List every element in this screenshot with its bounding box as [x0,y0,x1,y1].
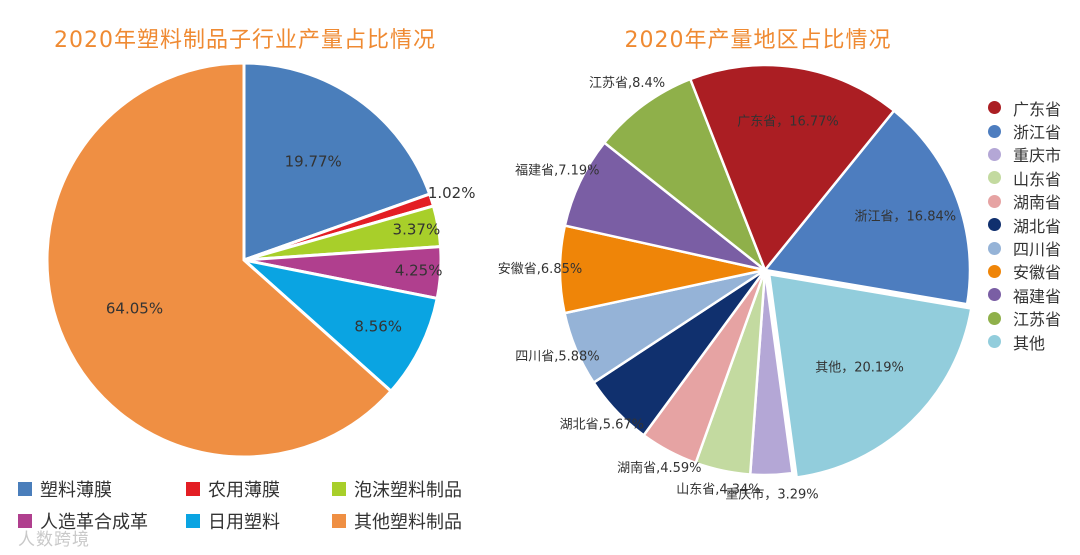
right-legend-swatch [988,218,1001,232]
right-pie-label-6: 四川省,5.88% [515,349,599,364]
right-legend-swatch [988,288,1001,302]
right-legend-label: 其他 [1013,333,1046,353]
right-chart-legend: 广东省浙江省重庆市山东省湖南省湖北省四川省安徽省福建省江苏省其他 [988,96,1061,353]
right-pie-slice-1 [767,272,973,479]
right-legend-label: 山东省 [1013,169,1062,189]
right-legend-swatch [988,335,1001,349]
left-pie-label-3: 4.25% [395,262,443,280]
left-legend-label: 泡沫塑料制品 [354,480,462,501]
right-pie-label-8: 福建省,7.19% [515,164,599,179]
right-legend-swatch [988,264,1001,278]
right-pie-slice-10 [688,63,896,273]
left-pie-slice-4 [238,257,439,394]
left-pie-label-5: 64.05% [106,300,163,318]
left-legend-label: 日用塑料 [208,512,280,533]
left-legend-label: 人造革合成革 [40,512,148,533]
right-legend-item-8: 福建省 [988,283,1061,306]
left-pie-label-1: 1.02% [428,184,476,202]
right-pie-label-10: 广东省，16.77% [737,114,839,129]
right-legend-label: 湖南省 [1013,193,1062,213]
right-legend-item-10: 其他 [988,330,1061,353]
left-pie-label-2: 3.37% [393,220,441,238]
left-legend-item-2: 泡沫塑料制品 [332,476,462,502]
watermark: 人数跨境 [18,530,90,550]
left-legend-label: 农用薄膜 [208,480,280,501]
right-pie-label-9: 江苏省,8.4% [589,75,665,91]
right-pie-label-0: 浙江省，16.84% [855,210,957,225]
right-legend-item-9: 江苏省 [988,307,1061,330]
right-chart-title: 2020年产量地区占比情况 [624,28,892,53]
right-pie-label-5: 湖北省,5.67% [560,417,644,432]
right-legend-item-1: 浙江省 [988,119,1061,142]
left-legend-swatch [332,514,346,528]
right-legend-swatch [988,241,1001,255]
right-legend-item-4: 湖南省 [988,190,1061,213]
right-legend-label: 江苏省 [1013,310,1062,330]
right-pie-label-4: 湖南省,4.59% [617,460,701,476]
left-legend-item-0: 塑料薄膜 [18,476,112,502]
right-pie-label-1: 其他，20.19% [815,360,904,375]
left-legend-item-1: 农用薄膜 [186,476,280,502]
right-legend-swatch [988,171,1001,185]
right-pie-slice-0 [762,108,972,306]
right-pie-label-2: 重庆市，3.29% [725,486,818,502]
left-pie-slice-5 [45,61,394,459]
right-legend-item-2: 重庆市 [988,143,1061,166]
right-pie-label-3: 山东省,4.34% [676,483,760,498]
left-legend-swatch [186,482,200,496]
left-legend-label: 其他塑料制品 [354,512,462,533]
left-pie-label-4: 8.56% [354,317,402,335]
right-legend-label: 福建省 [1013,286,1062,306]
right-legend-label: 四川省 [1013,240,1062,260]
left-pie-label-0: 19.77% [285,152,342,170]
right-legend-swatch [988,311,1001,325]
left-legend-swatch [18,482,32,496]
right-legend-swatch [988,124,1001,138]
left-legend-item-3: 人造革合成革 [18,508,148,534]
right-legend-swatch [988,147,1001,161]
left-legend-label: 塑料薄膜 [40,480,112,501]
right-legend-label: 广东省 [1013,99,1062,119]
right-legend-item-6: 四川省 [988,236,1061,259]
left-pie-slice-0 [242,61,432,263]
right-legend-item-3: 山东省 [988,166,1061,189]
right-legend-label: 安徽省 [1013,263,1062,283]
right-legend-item-0: 广东省 [988,96,1061,119]
left-legend-swatch [332,482,346,496]
right-legend-swatch [988,101,1001,115]
right-legend-label: 浙江省 [1013,123,1062,143]
left-chart-title: 2020年塑料制品子行业产量占比情况 [54,28,436,53]
right-pie-slice-9 [602,77,768,274]
left-legend-item-5: 其他塑料制品 [332,508,462,534]
left-legend-swatch [18,514,32,528]
right-legend-swatch [988,194,1001,208]
right-legend-label: 湖北省 [1013,216,1062,236]
right-pie-label-7: 安徽省,6.85% [498,262,582,277]
left-legend-swatch [186,514,200,528]
left-legend-item-4: 日用塑料 [186,508,280,534]
right-legend-item-7: 安徽省 [988,260,1061,283]
right-legend-label: 重庆市 [1013,146,1062,166]
right-legend-item-5: 湖北省 [988,213,1061,236]
